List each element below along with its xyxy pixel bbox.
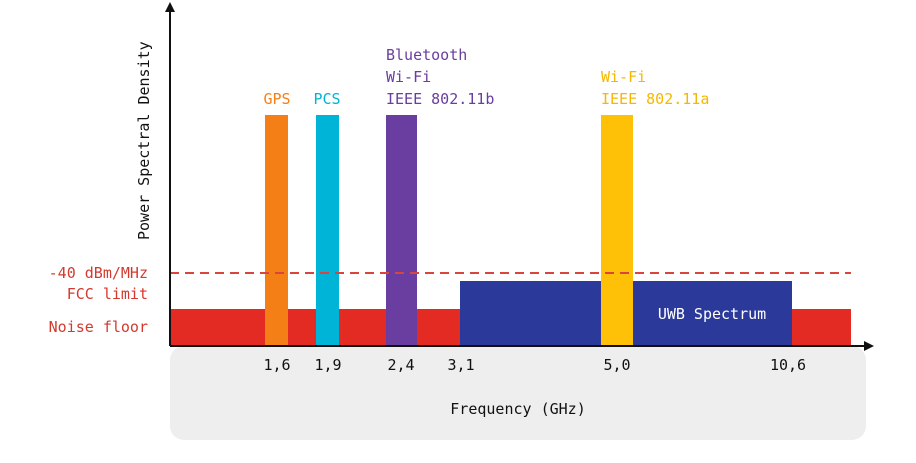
limit-label-line1: -40 dBm/MHz bbox=[49, 264, 148, 282]
ieee-80211a-label: IEEE 802.11a bbox=[601, 90, 709, 108]
limit-label-line2: FCC limit bbox=[67, 285, 148, 303]
uwb-spectrum-label: UWB Spectrum bbox=[658, 305, 766, 323]
pcs-band-bar bbox=[316, 115, 339, 346]
wifi-a-band-bar bbox=[601, 115, 633, 346]
x-axis-arrowhead bbox=[864, 341, 874, 351]
bluetooth-wifi-b-band-bar bbox=[386, 115, 417, 346]
gps-band-label: GPS bbox=[263, 90, 290, 108]
tick-label: 1,9 bbox=[314, 356, 341, 374]
tick-label: 1,6 bbox=[263, 356, 290, 374]
tick-label: 3,1 bbox=[447, 356, 474, 374]
wifi-b-label: Wi-Fi bbox=[386, 68, 431, 86]
y-axis-label: Power Spectral Density bbox=[135, 41, 153, 240]
wifi-a-label: Wi-Fi bbox=[601, 68, 646, 86]
bluetooth-label: Bluetooth bbox=[386, 46, 467, 64]
gps-band-bar bbox=[265, 115, 288, 346]
tick-label: 10,6 bbox=[770, 356, 806, 374]
tick-label: 2,4 bbox=[387, 356, 414, 374]
x-axis-panel bbox=[170, 346, 866, 440]
y-axis-arrowhead bbox=[165, 2, 175, 12]
noise-floor-label: Noise floor bbox=[49, 318, 148, 336]
tick-label: 5,0 bbox=[603, 356, 630, 374]
pcs-band-label: PCS bbox=[313, 90, 340, 108]
ieee-80211b-label: IEEE 802.11b bbox=[386, 90, 494, 108]
x-axis-label: Frequency (GHz) bbox=[450, 400, 585, 418]
